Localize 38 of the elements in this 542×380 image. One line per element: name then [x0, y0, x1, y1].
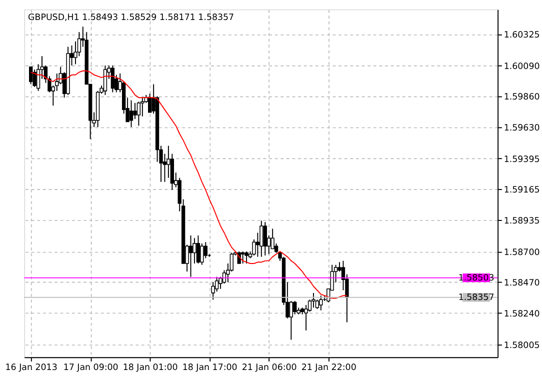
- x-tick-label: 18 Jan 01:00: [122, 363, 178, 374]
- ref-line-label: 1.58503: [458, 274, 494, 284]
- chart-title: GBPUSD,H1 1.58493 1.58529 1.58171 1.58357: [28, 12, 234, 23]
- candlestick: [319, 295, 323, 311]
- candlestick: [312, 292, 316, 308]
- y-tick-label: 1.58935: [504, 216, 540, 226]
- y-tick-label: 1.58005: [504, 340, 540, 351]
- y-tick-label: 1.59395: [504, 154, 540, 165]
- candlestick: [29, 66, 33, 85]
- candlestick: [32, 69, 36, 88]
- y-tick-label: 1.58700: [504, 248, 540, 258]
- y-tick-label: 1.58470: [504, 278, 540, 289]
- candlestick: [103, 65, 108, 96]
- candlestick: [129, 100, 134, 128]
- candlestick: [293, 300, 297, 315]
- y-tick-label: 1.59630: [504, 123, 540, 134]
- candlestick: [136, 101, 141, 126]
- candlestick: [133, 102, 137, 120]
- x-tick-label: 17 Jan 09:00: [63, 363, 118, 374]
- candlestick: [289, 300, 294, 340]
- y-tick-label: 1.59165: [504, 186, 540, 196]
- candlestick: [263, 222, 267, 256]
- candlestick: [196, 234, 200, 264]
- candlestick: [200, 242, 204, 266]
- candlestick: [188, 234, 193, 278]
- x-tick-label: 16 Jan 2013: [5, 363, 58, 374]
- x-tick-label: 21 Jan 06:00: [242, 363, 297, 374]
- x-tick-label: 18 Jan 17:00: [182, 363, 238, 374]
- y-tick-label: 1.59860: [504, 92, 540, 103]
- ref-line-label: 1.58357: [458, 293, 494, 304]
- y-tick-label: 1.58240: [504, 309, 540, 320]
- candlestick: [260, 220, 264, 258]
- x-tick-label: 21 Jan 22:00: [301, 363, 356, 374]
- candlestick: [244, 250, 248, 264]
- candlestick: [240, 250, 245, 264]
- y-tick-label: 1.60090: [504, 62, 540, 72]
- candlestick: [204, 242, 208, 259]
- y-tick-label: 1.60325: [504, 30, 540, 40]
